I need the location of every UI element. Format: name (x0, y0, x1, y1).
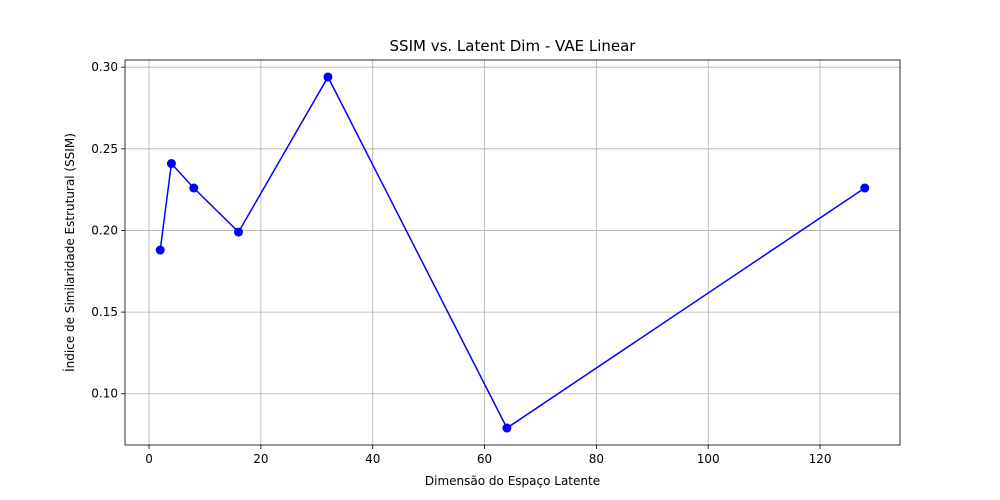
x-axis-label: Dimensão do Espaço Latente (425, 474, 600, 488)
x-tick-label: 20 (253, 452, 268, 466)
data-point (323, 72, 333, 82)
y-axis-label: Índice de Similaridade Estrutural (SSIM) (62, 133, 77, 372)
x-tick-label: 0 (145, 452, 153, 466)
y-tick-label: 0.25 (91, 142, 118, 156)
series-layer (155, 72, 870, 433)
grid-lines (125, 60, 900, 445)
x-tick-label: 40 (365, 452, 380, 466)
axis-ticks: 0 20 40 60 80 100 120 0.10 0.15 0.20 0.25 0.30 (91, 60, 831, 466)
x-tick-label: 120 (809, 452, 832, 466)
data-point (166, 159, 176, 169)
data-point (155, 245, 165, 255)
chart-title: SSIM vs. Latent Dim - VAE Linear (390, 37, 637, 55)
x-tick-label: 80 (589, 452, 604, 466)
x-tick-label: 60 (477, 452, 492, 466)
y-tick-label: 0.10 (91, 387, 118, 401)
data-point (189, 183, 199, 193)
series-line (159, 75, 866, 430)
plot-frame (124, 59, 901, 446)
data-point (234, 227, 244, 237)
data-point (860, 183, 870, 193)
data-point (502, 423, 512, 433)
y-tick-label: 0.20 (91, 223, 118, 237)
x-tick-label: 100 (697, 452, 720, 466)
y-tick-label: 0.15 (91, 305, 118, 319)
y-tick-label: 0.30 (91, 60, 118, 74)
